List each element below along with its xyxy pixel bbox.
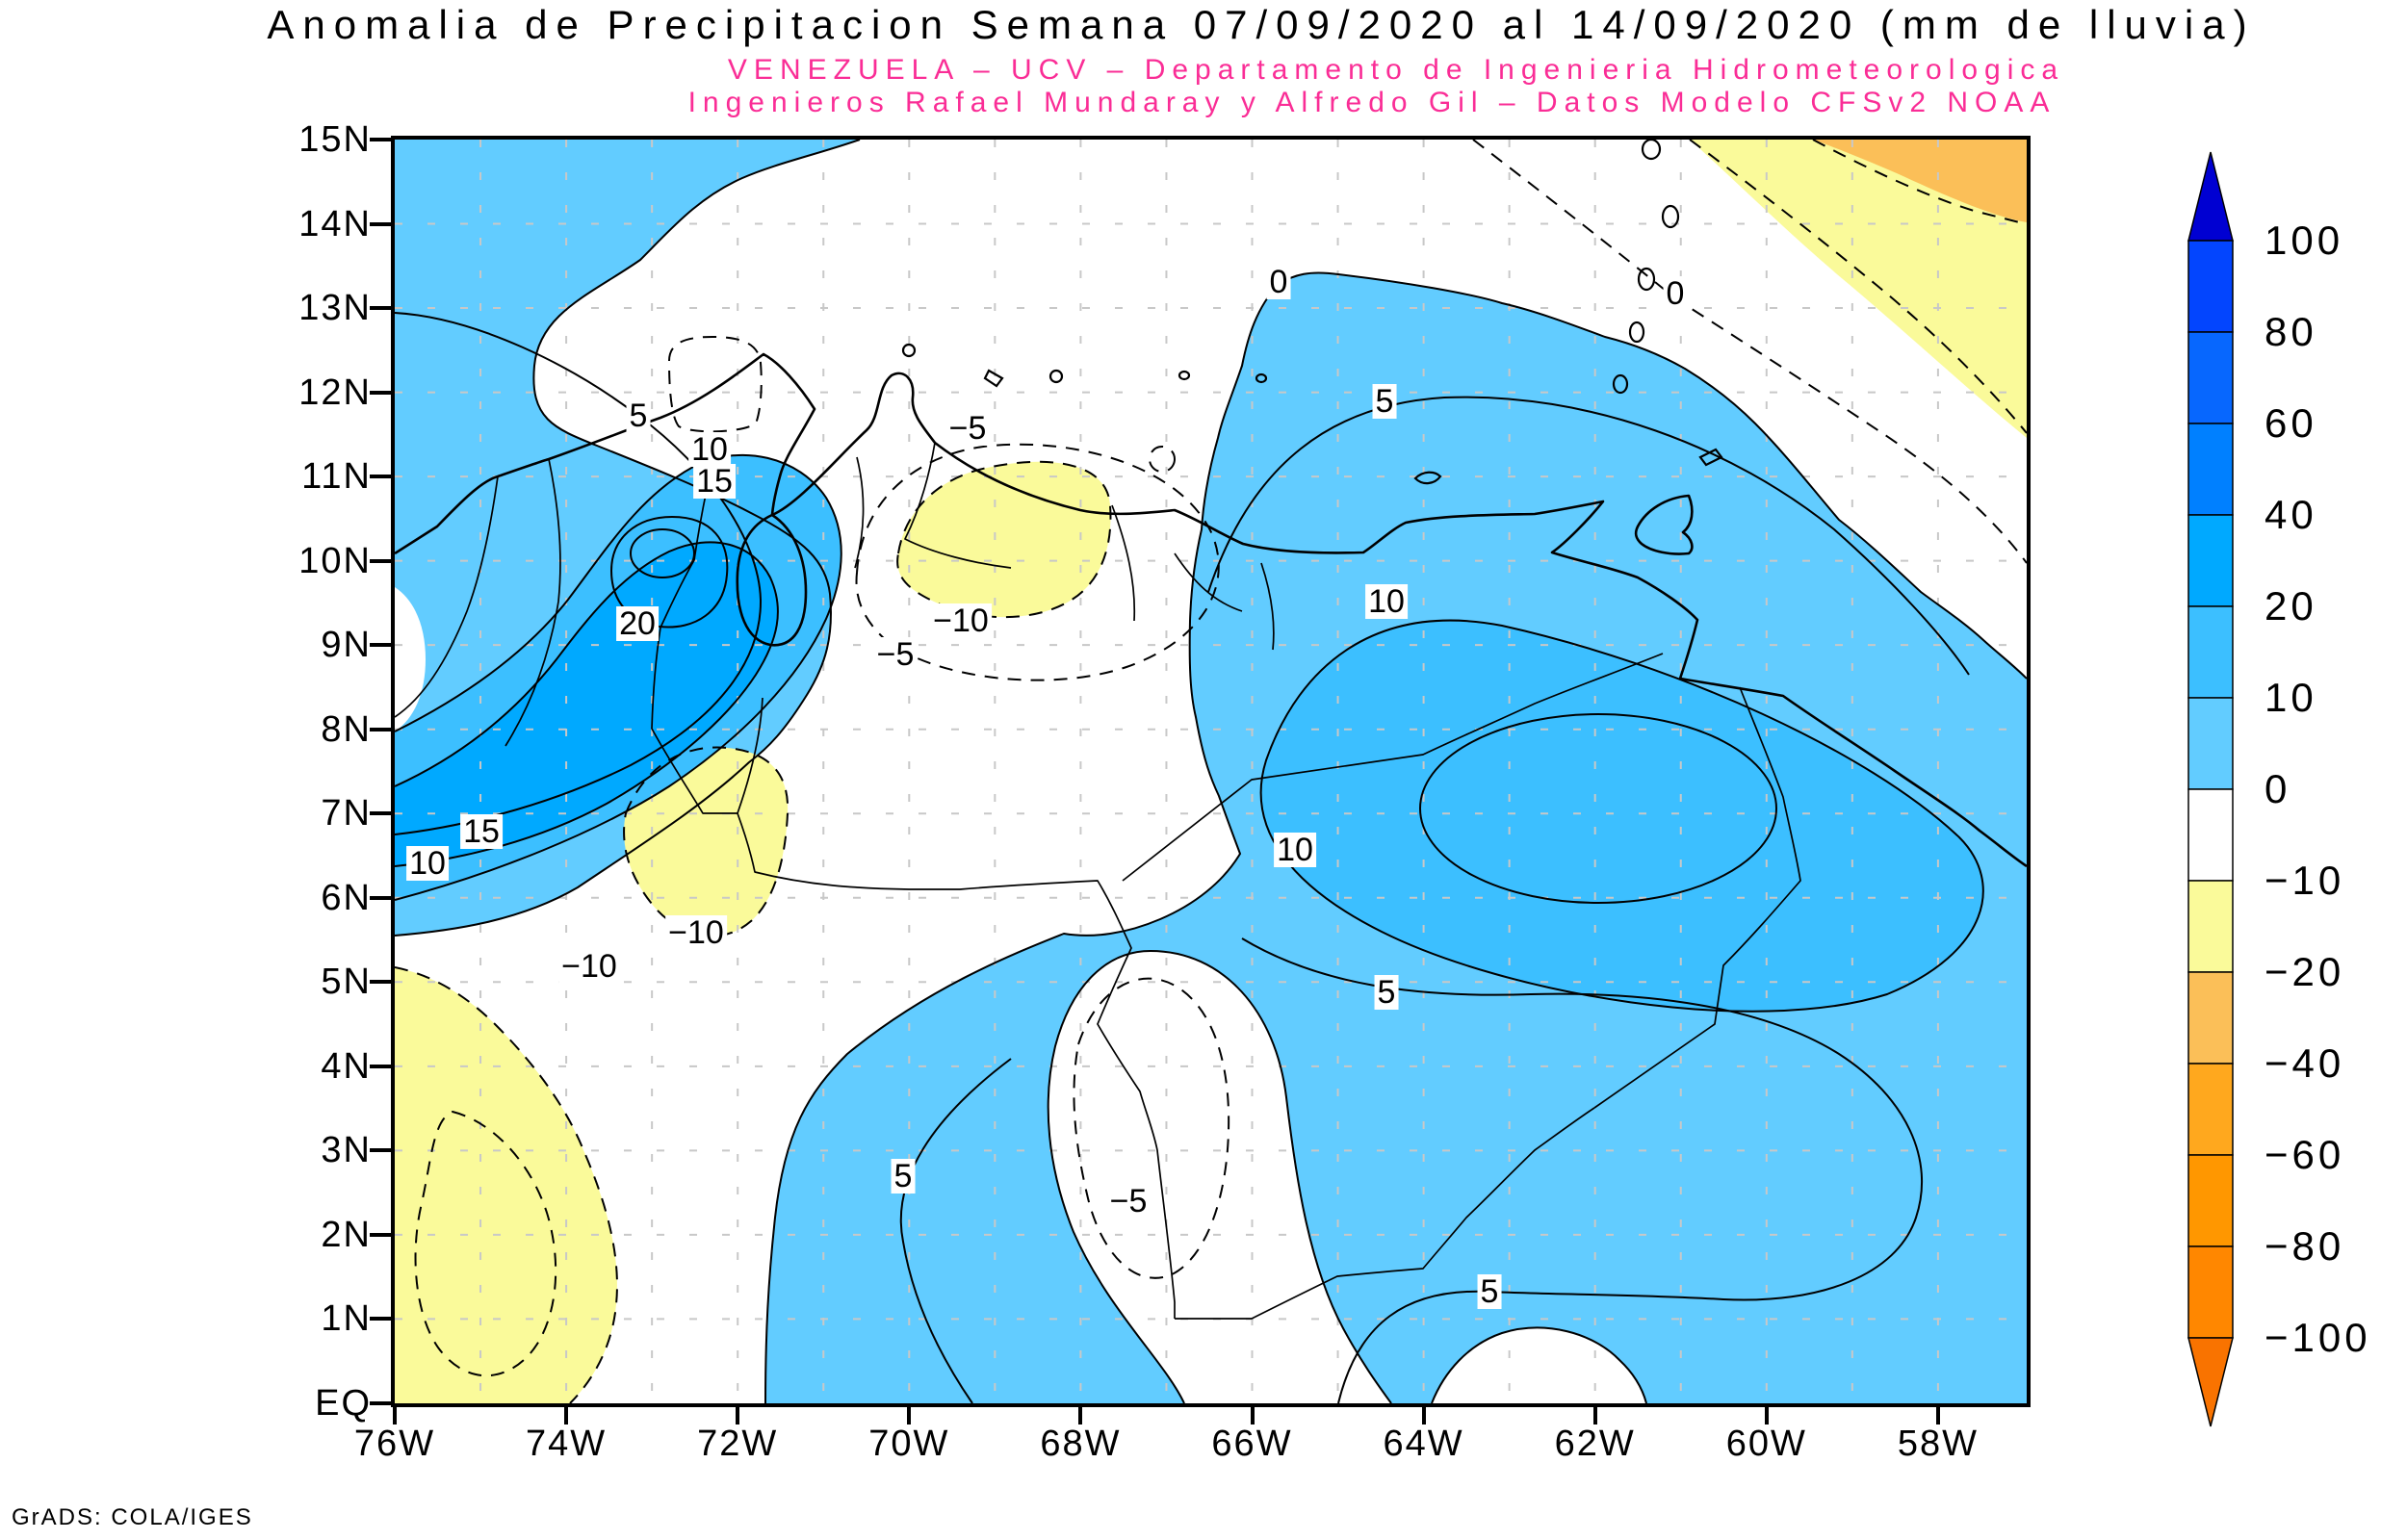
colorbar-label-−80: −80 [2265, 1223, 2345, 1269]
lat-label-3N: 3N [321, 1130, 372, 1171]
lat-tick [370, 643, 391, 648]
lon-tick [907, 1403, 912, 1424]
colorbar-label-60: 60 [2265, 400, 2317, 446]
colorbar-arrow-top [2187, 151, 2234, 242]
lon-tick [736, 1403, 740, 1424]
lon-label-64W: 64W [1383, 1424, 1464, 1464]
lat-tick [370, 811, 391, 816]
colorbar-segment [2187, 423, 2234, 516]
colorbar-segment [2187, 880, 2234, 973]
lat-label-12N: 12N [298, 372, 372, 413]
colorbar-label-100: 100 [2265, 218, 2344, 263]
lon-tick [1935, 1403, 1940, 1424]
lon-tick [564, 1403, 569, 1424]
lat-tick [370, 138, 391, 141]
lon-label-76W: 76W [353, 1424, 436, 1464]
coastline [395, 352, 2027, 868]
colorbar-segment [2187, 971, 2234, 1065]
lon-label-70W: 70W [868, 1424, 950, 1464]
lat-tick [370, 1232, 391, 1237]
lat-label-1N: 1N [321, 1298, 372, 1340]
colorbar-label-80: 80 [2265, 309, 2317, 354]
lat-label-11N: 11N [301, 456, 372, 498]
subtitle-institution: VENEZUELA – UCV – Departamento de Ingeni… [727, 54, 2065, 86]
grid-lines [395, 140, 2027, 1403]
lat-tick [370, 1400, 391, 1405]
colorbar-label-−40: −40 [2265, 1040, 2345, 1086]
lon-label-62W: 62W [1554, 1424, 1636, 1464]
lon-label-58W: 58W [1897, 1424, 1979, 1464]
lat-label-13N: 13N [298, 288, 372, 329]
contours-solid [395, 140, 2027, 1403]
colorbar-label-−10: −10 [2265, 858, 2345, 903]
contours-dashed [395, 140, 2027, 1403]
colorbar-label-−20: −20 [2265, 949, 2345, 994]
lat-label-5N: 5N [321, 962, 372, 1003]
lon-tick [1250, 1403, 1255, 1424]
lon-tick [393, 1403, 397, 1424]
lat-tick [370, 980, 391, 985]
colorbar-segment [2187, 605, 2234, 699]
lat-label-8N: 8N [321, 708, 372, 750]
lat-tick [370, 221, 391, 226]
lon-label-68W: 68W [1040, 1424, 1122, 1464]
lat-tick [370, 1148, 391, 1153]
country-borders [395, 442, 1801, 1320]
colorbar-segment [2187, 788, 2234, 882]
lat-tick [370, 390, 391, 395]
colorbar-segment [2187, 697, 2234, 790]
lon-tick [1764, 1403, 1769, 1424]
lat-label-10N: 10N [298, 540, 372, 581]
colorbar-label-20: 20 [2265, 583, 2317, 629]
colorbar-label-−100: −100 [2265, 1315, 2371, 1360]
lat-label-4N: 4N [321, 1045, 372, 1087]
lon-tick [1078, 1403, 1083, 1424]
lat-label-EQ: EQ [315, 1382, 372, 1424]
lon-label-66W: 66W [1211, 1424, 1293, 1464]
lat-tick [370, 475, 391, 479]
contour-map-svg [395, 140, 2027, 1403]
grads-credit: GrADS: COLA/IGES [12, 1504, 253, 1530]
colorbar-segment [2187, 1063, 2234, 1156]
colorbar-label-−60: −60 [2265, 1132, 2345, 1177]
lon-label-74W: 74W [526, 1424, 608, 1464]
lat-tick [370, 727, 391, 732]
colorbar-segment [2187, 240, 2234, 333]
lat-label-7N: 7N [321, 793, 372, 834]
lat-tick [370, 1317, 391, 1322]
colorbar-label-10: 10 [2265, 675, 2317, 720]
colorbar-segment [2187, 331, 2234, 424]
lat-tick [370, 895, 391, 900]
map-plot-area: 5 10 15 20 15 10 0 5 0 10 10 5 −5 −5 −10 −10 −10 −5 5 5 [391, 136, 2031, 1407]
lon-label-60W: 60W [1725, 1424, 1807, 1464]
colorbar-segment [2187, 1154, 2234, 1247]
lat-label-2N: 2N [321, 1214, 372, 1255]
fill-regions [395, 140, 2027, 1403]
colorbar-segment [2187, 1245, 2234, 1339]
subtitle-authors: Ingenieros Rafael Mundaray y Alfredo Gil… [687, 87, 2057, 118]
lat-label-6N: 6N [321, 877, 372, 918]
colorbar-label-40: 40 [2265, 492, 2317, 537]
page-title: Anomalia de Precipitacion Semana 07/09/2… [267, 2, 2256, 47]
lat-label-14N: 14N [298, 203, 372, 244]
colorbar-segment [2187, 514, 2234, 607]
colorbar-label-0: 0 [2265, 766, 2291, 811]
lon-tick [1421, 1403, 1426, 1424]
lat-label-15N: 15N [298, 119, 372, 160]
lat-tick [370, 306, 391, 311]
lon-tick [1592, 1403, 1597, 1424]
lat-label-9N: 9N [321, 625, 372, 666]
islands [901, 140, 1723, 485]
colorbar [2187, 151, 2234, 1427]
lon-label-72W: 72W [697, 1424, 779, 1464]
lat-tick [370, 558, 391, 563]
lat-tick [370, 1064, 391, 1068]
colorbar-arrow-bottom [2187, 1337, 2234, 1427]
